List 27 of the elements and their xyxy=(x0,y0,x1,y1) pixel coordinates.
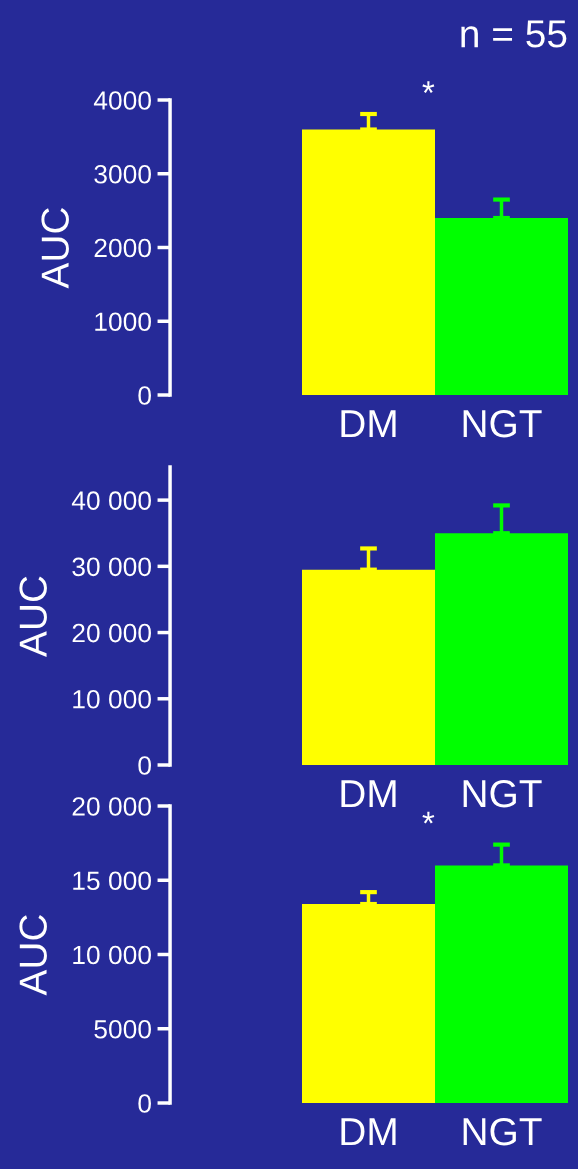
y-tick-label: 2000 xyxy=(94,238,151,258)
y-tick-label: 10 000 xyxy=(73,689,151,709)
x-tick-label: NGT xyxy=(463,1117,542,1146)
y-axis-title: AUC xyxy=(19,914,47,996)
annotation: * xyxy=(422,811,435,824)
y-tick-label: 0 xyxy=(138,1094,151,1113)
y-axis-title: AUC xyxy=(41,207,69,289)
y-tick-label: 0 xyxy=(138,756,151,775)
y-tick-label: 40 000 xyxy=(71,491,151,510)
y-tick-label: 1000 xyxy=(95,312,151,332)
x-tick-label: DM xyxy=(341,1118,396,1146)
x-tick-label: NGT xyxy=(463,779,542,808)
y-tick-label: 20 000 xyxy=(72,623,151,643)
y-tick-label: 4000 xyxy=(93,91,151,110)
y-tick-label: 30 000 xyxy=(72,557,151,577)
y-tick-label: 20 000 xyxy=(72,797,151,816)
y-tick-label: 5000 xyxy=(94,1019,151,1039)
y-tick-label: 3000 xyxy=(94,164,151,184)
y-tick-label: 10 000 xyxy=(73,945,151,965)
x-tick-label: DM xyxy=(341,410,396,438)
y-tick-label: 0 xyxy=(138,386,151,405)
text: * xyxy=(422,81,435,93)
x-tick-label: DM xyxy=(341,780,396,808)
chart-title: n = 55 xyxy=(461,20,567,48)
y-axis-title: AUC xyxy=(19,576,47,657)
x-tick-label: NGT xyxy=(463,409,542,438)
y-tick-label: 15 000 xyxy=(73,871,151,891)
